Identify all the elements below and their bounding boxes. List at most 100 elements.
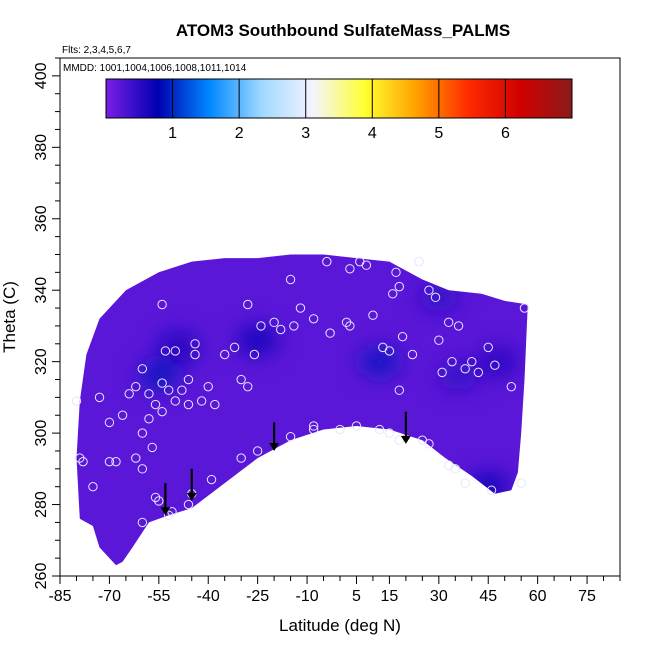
sample-point bbox=[210, 399, 220, 410]
x-axis: -85 -70 -55 -40 -25 -10 5 15 30 45 60 75 bbox=[48, 576, 621, 605]
colorbar-gradient bbox=[105, 78, 573, 119]
sample-point bbox=[137, 364, 148, 374]
sample-point bbox=[137, 517, 148, 528]
sample-point bbox=[414, 256, 424, 267]
sample-point bbox=[374, 424, 385, 435]
y-tick-label: 400 bbox=[33, 62, 50, 89]
sample-point bbox=[94, 392, 105, 403]
flights-subtitle: Flts: 2,3,4,5,6,7 bbox=[62, 45, 131, 56]
field-dark-region bbox=[468, 472, 509, 501]
colorbar-tick-label: 1 bbox=[168, 125, 177, 142]
x-tick-label: -25 bbox=[246, 588, 269, 605]
field-dark-region bbox=[418, 283, 459, 312]
sample-point bbox=[157, 378, 167, 388]
sample-point bbox=[335, 424, 345, 435]
y-tick-label: 300 bbox=[33, 420, 50, 447]
field-dark-region bbox=[237, 326, 278, 355]
sample-point bbox=[447, 356, 457, 367]
sample-point bbox=[351, 421, 362, 431]
sample-point bbox=[450, 464, 460, 474]
sample-point bbox=[325, 328, 335, 338]
sample-point bbox=[519, 303, 530, 313]
y-tick-label: 260 bbox=[33, 563, 50, 590]
sample-point bbox=[394, 281, 404, 292]
sample-point bbox=[137, 428, 148, 438]
arrow bbox=[186, 468, 197, 501]
sample-point bbox=[183, 399, 194, 410]
sample-point bbox=[170, 396, 180, 406]
sample-point bbox=[111, 456, 121, 467]
y-tick-label: 340 bbox=[33, 277, 50, 304]
sample-point bbox=[407, 349, 418, 360]
sample-point bbox=[243, 381, 253, 392]
sample-point bbox=[154, 496, 164, 506]
x-tick-label: 60 bbox=[529, 588, 547, 605]
sample-point bbox=[144, 414, 154, 424]
sample-point bbox=[196, 396, 207, 406]
sample-point bbox=[203, 381, 213, 392]
sample-point bbox=[322, 256, 332, 267]
sample-point bbox=[506, 381, 516, 392]
x-tick-label: 30 bbox=[430, 588, 448, 605]
x-tick-label: -85 bbox=[48, 588, 71, 605]
field-layer bbox=[76, 254, 528, 566]
sample-point bbox=[150, 492, 161, 503]
colorbar-tick-label: 6 bbox=[501, 125, 510, 142]
sample-point bbox=[117, 410, 128, 420]
field-fill bbox=[76, 254, 528, 566]
sample-point bbox=[167, 506, 177, 517]
sample-point bbox=[75, 453, 85, 463]
sample-point bbox=[391, 267, 401, 278]
x-tick-label: -70 bbox=[98, 588, 121, 605]
sample-point bbox=[104, 417, 115, 428]
arrow-head bbox=[186, 492, 197, 501]
sample-point bbox=[236, 374, 246, 385]
sample-point bbox=[467, 356, 477, 367]
sample-point bbox=[170, 346, 180, 356]
sample-point bbox=[183, 374, 194, 385]
sample-point bbox=[394, 435, 404, 445]
sample-point bbox=[147, 442, 157, 453]
sample-point bbox=[78, 456, 88, 467]
colorbar-tick-label: 4 bbox=[368, 125, 377, 142]
sample-point bbox=[137, 464, 148, 474]
sample-point bbox=[164, 510, 174, 520]
mmdd-subtitle: MMDD: 1001,1004,1006,1008,1011,1014 bbox=[63, 63, 247, 74]
sample-point bbox=[345, 321, 355, 331]
sample-point bbox=[361, 260, 372, 270]
sample-point bbox=[190, 349, 200, 360]
sample-point bbox=[473, 367, 484, 378]
y-tick-label: 380 bbox=[33, 134, 50, 161]
sample-point bbox=[177, 385, 187, 395]
sample-point bbox=[341, 317, 352, 328]
sample-point bbox=[285, 274, 296, 285]
x-tick-label: 15 bbox=[381, 588, 399, 605]
y-tick-label: 320 bbox=[33, 348, 50, 375]
x-tick-label: 45 bbox=[479, 588, 497, 605]
sample-point bbox=[490, 360, 500, 370]
sample-point bbox=[368, 310, 378, 320]
arrows-layer bbox=[160, 411, 411, 516]
sample-point bbox=[384, 428, 395, 438]
arrow bbox=[269, 422, 280, 451]
sample-points bbox=[71, 256, 530, 528]
sample-point bbox=[252, 446, 263, 456]
sample-point bbox=[483, 342, 493, 353]
sample-point bbox=[131, 453, 141, 463]
sample-point bbox=[249, 349, 260, 360]
field-dark-region bbox=[438, 361, 479, 390]
sample-point bbox=[444, 317, 454, 328]
x-tick-label: -55 bbox=[147, 588, 170, 605]
arrow bbox=[400, 411, 411, 444]
sample-point bbox=[424, 439, 434, 449]
y-axis: 260 280 300 320 340 360 380 400 bbox=[33, 57, 60, 590]
sample-point bbox=[430, 292, 441, 303]
field-dark-region bbox=[478, 347, 519, 376]
sample-point bbox=[516, 478, 526, 488]
sample-point bbox=[460, 364, 470, 374]
arrow-head bbox=[160, 507, 171, 516]
sample-point bbox=[397, 331, 408, 342]
sample-point bbox=[88, 481, 98, 492]
sample-point bbox=[437, 367, 447, 378]
sample-point bbox=[256, 321, 266, 331]
